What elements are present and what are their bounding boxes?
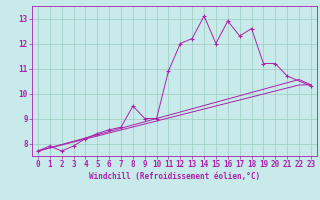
X-axis label: Windchill (Refroidissement éolien,°C): Windchill (Refroidissement éolien,°C): [89, 172, 260, 181]
